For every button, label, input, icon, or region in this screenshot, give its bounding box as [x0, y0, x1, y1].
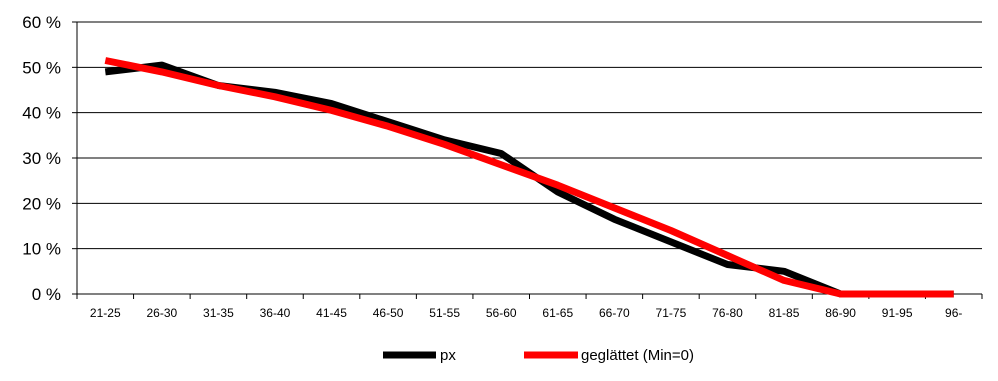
- x-tick-label: 46-50: [373, 306, 404, 320]
- x-tick-label: 86-90: [825, 306, 856, 320]
- y-tick-label: 20 %: [22, 194, 61, 213]
- x-tick-label: 91-95: [882, 306, 913, 320]
- series-lines: [104, 57, 954, 298]
- x-tick-label: 81-85: [769, 306, 800, 320]
- y-axis-tick-labels: 0 % 10 % 20 % 30 % 40 % 50 % 60 %: [22, 13, 61, 304]
- legend: px geglättet (Min=0): [383, 347, 694, 364]
- x-tick-label: 41-45: [316, 306, 347, 320]
- x-tick-label: 21-25: [90, 306, 121, 320]
- y-tick-label: 50 %: [22, 58, 61, 77]
- x-tick-label: 26-30: [146, 306, 177, 320]
- y-tick-label: 60 %: [22, 13, 61, 32]
- legend-label: px: [440, 347, 456, 364]
- x-axis-tick-labels: 21-25 26-30 31-35 36-40 41-45 46-50 51-55 56-60…: [90, 306, 962, 320]
- x-tick-label: 96-: [945, 306, 962, 320]
- series-line-smoothed: [104, 57, 954, 298]
- gridlines: [72, 21, 983, 299]
- x-tick-label: 71-75: [656, 306, 687, 320]
- x-tick-label: 51-55: [429, 306, 460, 320]
- series-line-px: [104, 61, 954, 298]
- y-tick-label: 40 %: [22, 104, 61, 123]
- y-tick-label: 10 %: [22, 240, 61, 259]
- x-tick-label: 56-60: [486, 306, 517, 320]
- x-tick-label: 36-40: [260, 306, 291, 320]
- legend-label: geglättet (Min=0): [581, 347, 694, 364]
- y-tick-label: 30 %: [22, 149, 61, 168]
- x-tick-label: 31-35: [203, 306, 234, 320]
- x-tick-label: 66-70: [599, 306, 630, 320]
- y-tick-label: 0 %: [32, 285, 61, 304]
- x-tick-label: 61-65: [542, 306, 573, 320]
- x-tick-label: 76-80: [712, 306, 743, 320]
